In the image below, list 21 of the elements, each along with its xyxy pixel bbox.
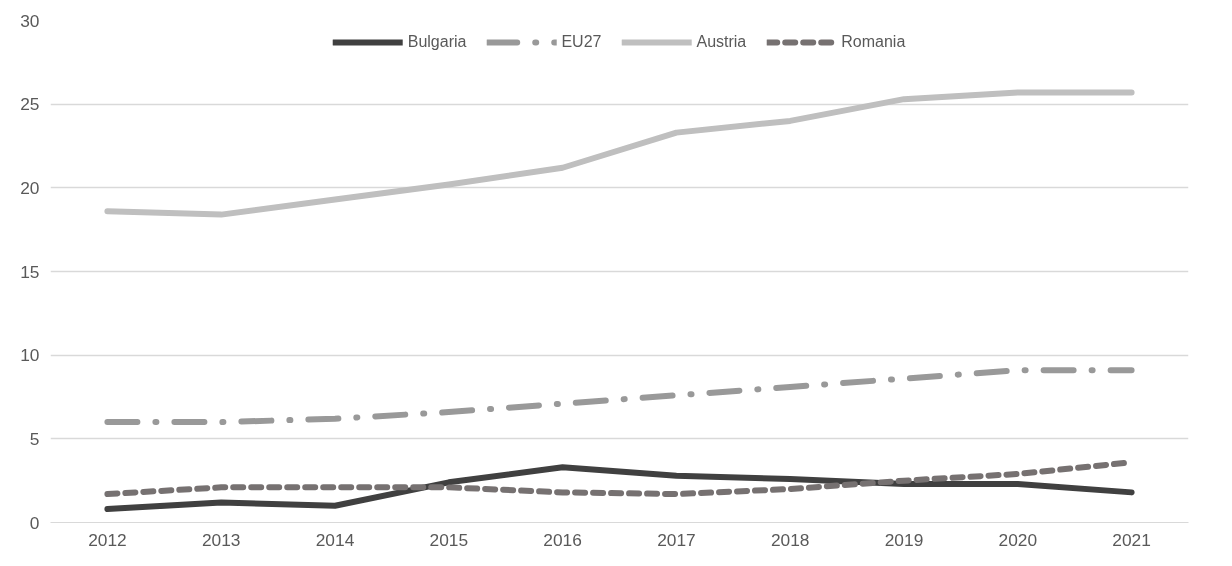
x-tick-label: 2014 [315, 529, 355, 550]
y-tick-label: 30 [20, 10, 40, 31]
x-tick-label: 2019 [884, 529, 924, 550]
y-tick-label: 10 [20, 345, 40, 366]
x-tick-label: 2018 [770, 529, 810, 550]
x-tick-label: 2017 [657, 529, 696, 550]
legend-label: Romania [841, 32, 906, 52]
y-tick-label: 20 [20, 177, 40, 198]
legend-label: Austria [696, 32, 747, 52]
legend-label: EU27 [561, 32, 602, 52]
x-tick-label: 2021 [1112, 529, 1151, 550]
legend-label: Bulgaria [407, 32, 467, 52]
x-tick-label: 2013 [201, 529, 241, 550]
y-tick-label: 5 [29, 428, 40, 449]
y-tick-label: 0 [29, 512, 40, 533]
x-tick-label: 2015 [429, 529, 469, 550]
x-tick-label: 2020 [998, 529, 1038, 550]
y-tick-label: 25 [20, 94, 40, 115]
x-tick-label: 2012 [88, 529, 127, 550]
y-tick-label: 15 [20, 261, 40, 282]
x-tick-label: 2016 [543, 529, 582, 550]
